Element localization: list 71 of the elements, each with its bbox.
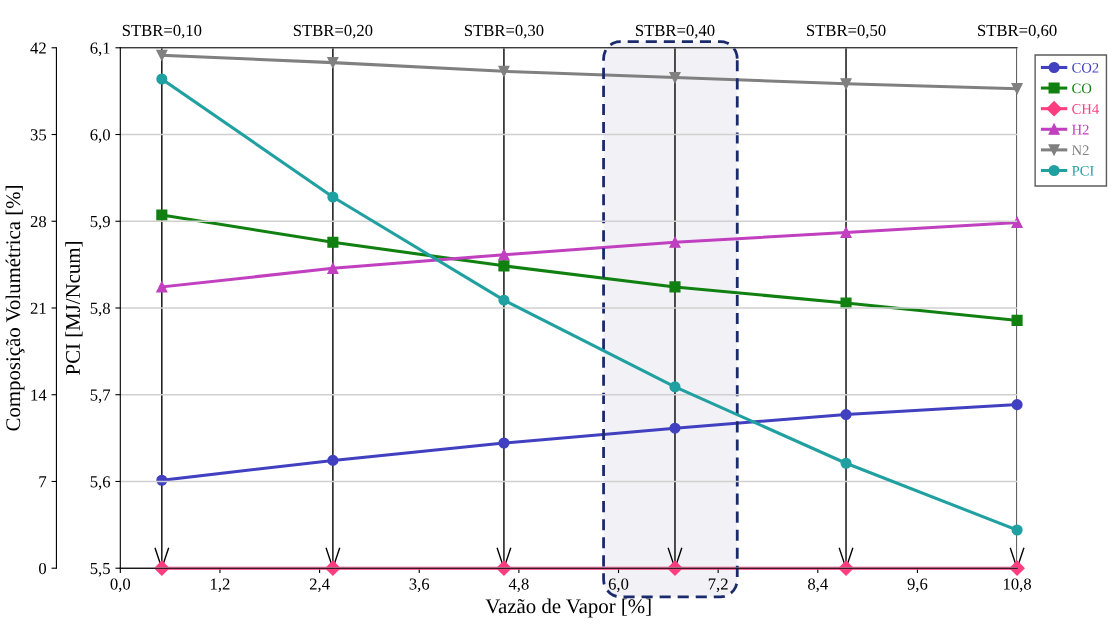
point	[667, 560, 683, 576]
point	[156, 281, 168, 293]
point	[498, 249, 510, 261]
point	[840, 226, 852, 238]
y-tick-label: 0	[39, 562, 47, 575]
point	[669, 71, 681, 84]
legend-label: CO	[1072, 83, 1092, 94]
point	[156, 73, 168, 85]
point	[840, 457, 852, 469]
y-tick-label: 21	[30, 302, 46, 314]
point	[1011, 83, 1023, 95]
point	[498, 294, 510, 306]
annotation: STBR=0,30	[464, 24, 544, 39]
annotation: STBR=0,50	[807, 24, 886, 39]
y-tick-label: 35	[30, 129, 47, 141]
point	[1011, 216, 1023, 229]
point	[1011, 314, 1023, 326]
legend-label: N2	[1072, 145, 1089, 155]
point	[498, 260, 510, 272]
x-tick-label: 6,0	[608, 578, 629, 593]
point	[1011, 399, 1023, 411]
y2-tick-label: 6,0	[90, 129, 110, 143]
point	[669, 381, 681, 393]
point	[327, 454, 339, 466]
point	[669, 236, 681, 248]
y-axis-title: Composição Volumétrica [%]	[5, 186, 25, 431]
point	[498, 65, 510, 77]
point	[669, 422, 681, 434]
point	[327, 57, 339, 69]
y2-tick-label: 5,5	[90, 563, 110, 577]
y2-tick-label: 5,8	[90, 302, 110, 317]
point	[840, 408, 852, 421]
x-tick-label: 8,4	[808, 578, 828, 593]
x-tick-label: 2,4	[309, 578, 330, 593]
annotation: STBR=0,40	[635, 24, 715, 39]
point	[156, 209, 168, 221]
point	[1011, 524, 1023, 536]
point	[838, 560, 854, 576]
y-tick-label: 7	[39, 476, 47, 488]
y-tick-label: 42	[30, 42, 46, 54]
point	[327, 191, 339, 203]
point	[327, 236, 339, 248]
point	[327, 262, 339, 274]
x-axis-title: Vazão de Vapor [%]	[485, 598, 651, 618]
legend-label: CO2	[1072, 62, 1099, 73]
x-tick-label: 0,0	[110, 578, 131, 593]
y2-tick-label: 5,6	[90, 476, 111, 490]
point	[498, 437, 510, 449]
annotation: STBR=0,10	[122, 24, 202, 39]
y-tick-label: 14	[31, 389, 47, 401]
legend-label: PCI	[1072, 165, 1094, 176]
point	[840, 78, 852, 90]
annotation: STBR=0,60	[978, 24, 1057, 39]
x-tick-label: 9,6	[907, 578, 928, 593]
x-tick-label: 4,8	[508, 578, 529, 593]
x-tick-label: 10,8	[1003, 578, 1032, 593]
x-tick-label: 1,2	[211, 578, 230, 593]
point	[840, 297, 852, 309]
y-tick-label: 28	[30, 215, 47, 228]
legend-label: CH4	[1072, 104, 1099, 114]
point	[156, 49, 168, 61]
y2-axis-title: PCI [MJ/Ncum]	[65, 242, 83, 375]
x-tick-label: 3,6	[409, 578, 430, 593]
annotation: STBR=0,20	[293, 24, 373, 39]
y2-tick-label: 5,9	[90, 216, 110, 230]
y2-tick-label: 5,7	[90, 389, 111, 404]
x-tick-label: 7,2	[708, 578, 728, 593]
point	[669, 281, 681, 293]
point	[1009, 560, 1025, 576]
legend-label: H2	[1072, 124, 1089, 135]
y2-tick-label: 6,1	[90, 42, 110, 57]
